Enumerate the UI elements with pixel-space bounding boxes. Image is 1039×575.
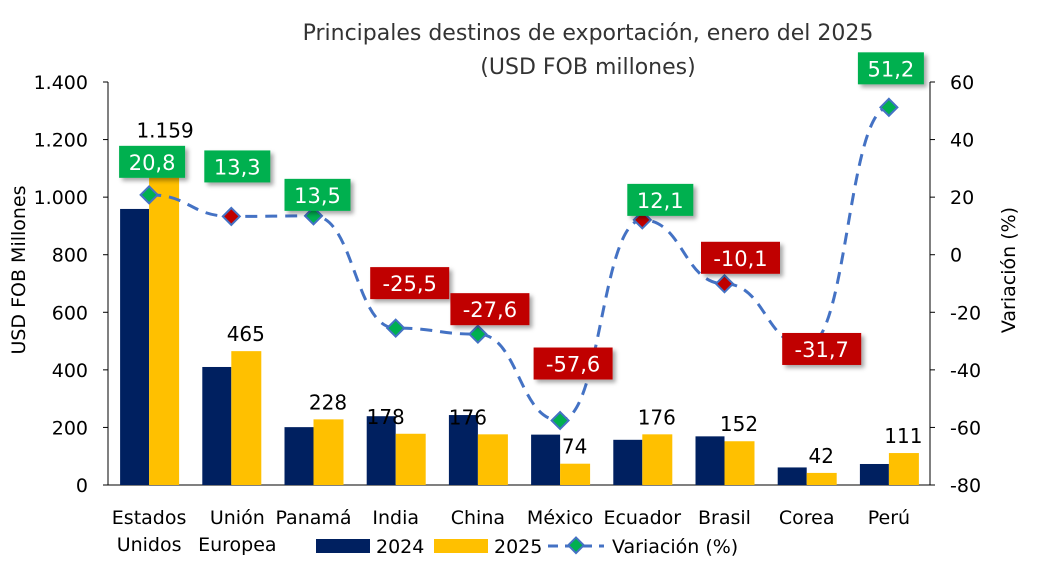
bar-2025 (560, 463, 591, 485)
chart-title: Principales destinos de exportación, ene… (303, 21, 874, 46)
variation-label: 12,1 (637, 189, 684, 213)
x-tick-label: Estados (112, 507, 187, 529)
y2-tick-label: -80 (950, 475, 981, 497)
y-tick-label: 200 (52, 417, 88, 439)
y2-tick-label: 40 (950, 130, 974, 152)
variation-label-box (857, 52, 924, 85)
bar-2025 (477, 434, 508, 485)
bar-2024 (613, 439, 643, 485)
bar-2025 (231, 351, 262, 485)
bar-2025 (395, 433, 426, 485)
bar-2025-label: 111 (884, 424, 922, 448)
y-tick-label: 400 (52, 360, 88, 382)
y-axis-label: USD FOB Millones (8, 185, 30, 354)
bar-2024 (859, 463, 889, 485)
legend-label-2024: 2024 (376, 536, 424, 558)
y2-tick-label: 60 (950, 72, 974, 94)
x-tick-label: México (527, 507, 593, 529)
bar-2025-label: 42 (808, 444, 833, 468)
x-tick-label: Europea (198, 534, 276, 556)
variation-label-box (204, 150, 271, 183)
legend-label-2025: 2025 (494, 536, 542, 558)
variation-marker (139, 184, 159, 205)
bar-2024 (120, 208, 150, 485)
x-tick-label: Unión (210, 507, 265, 529)
bar-2025-label: 178 (367, 405, 405, 429)
bar-2025 (642, 434, 673, 485)
variation-label: -10,1 (713, 247, 767, 271)
bar-2025 (724, 441, 755, 485)
bar-2024 (284, 427, 314, 485)
variation-label: 13,3 (214, 155, 261, 179)
legend-label-variation: Variación (%) (612, 536, 738, 558)
variation-label: 51,2 (868, 57, 915, 81)
variation-marker (303, 205, 324, 226)
y-tick-label: 1.000 (34, 187, 88, 209)
x-tick-label: India (372, 507, 419, 529)
variation-label: -25,5 (383, 272, 437, 296)
bar-2024 (448, 415, 478, 485)
y-tick-label: 1.400 (34, 72, 88, 94)
y2-tick-label: 20 (950, 187, 974, 209)
bar-2025-label: 74 (562, 435, 587, 459)
variation-label-box (782, 332, 862, 365)
x-tick-label: Corea (779, 507, 835, 529)
y2-tick-label: -40 (950, 360, 981, 382)
variation-label-box (533, 347, 613, 380)
x-tick-label: Unidos (117, 534, 182, 556)
variation-marker (385, 318, 406, 339)
variation-label: -27,6 (463, 298, 517, 322)
y2-tick-label: -60 (950, 417, 981, 439)
bar-2025 (313, 419, 344, 485)
bar-2025 (149, 151, 180, 485)
variation-label-box (627, 183, 694, 216)
variation-marker (221, 206, 242, 227)
variation-marker (550, 410, 570, 431)
legend-swatch-2025 (434, 539, 488, 553)
bar-2025-label: 228 (309, 390, 347, 414)
x-tick-label: Perú (868, 507, 910, 529)
y2-tick-label: 0 (950, 245, 962, 267)
bar-2025-label: 176 (449, 405, 487, 429)
bar-2025-label: 1.159 (136, 118, 193, 142)
y2-tick-label: -20 (950, 302, 981, 324)
variation-label-box (119, 145, 186, 178)
x-tick-label: Brasil (698, 507, 751, 529)
bar-2025 (806, 472, 837, 485)
variation-label-box (370, 267, 450, 300)
y2-axis-label: Variación (%) (998, 207, 1020, 333)
variation-label-box (284, 178, 351, 211)
y-tick-label: 800 (52, 245, 88, 267)
x-tick-label: Ecuador (603, 507, 681, 529)
bar-2024 (202, 366, 232, 485)
variation-label: -57,6 (546, 353, 600, 377)
bar-2024 (777, 467, 807, 485)
variation-label: -31,7 (795, 338, 849, 362)
variation-marker (714, 273, 735, 294)
variation-label-box (701, 241, 780, 274)
bar-2024 (695, 436, 725, 485)
legend-swatch-2024 (316, 539, 370, 553)
variation-marker (879, 97, 899, 118)
bar-2025 (888, 453, 919, 485)
bar-2024 (366, 416, 396, 485)
y-tick-label: 600 (52, 302, 88, 324)
bar-2025-label: 465 (227, 322, 265, 346)
variation-label-box (450, 293, 530, 326)
bar-2024 (531, 434, 561, 485)
chart-subtitle: (USD FOB millones) (480, 55, 695, 80)
variation-label: 20,8 (129, 151, 176, 175)
x-tick-label: Panamá (275, 507, 351, 529)
x-tick-label: China (451, 507, 505, 529)
legend-marker-variation (566, 536, 586, 555)
y-tick-label: 0 (76, 475, 88, 497)
variation-label: 13,5 (294, 184, 341, 208)
bar-2025-label: 152 (720, 412, 758, 436)
y-tick-label: 1.200 (34, 130, 88, 152)
bar-2025-label: 176 (638, 405, 676, 429)
variation-marker (468, 324, 488, 345)
